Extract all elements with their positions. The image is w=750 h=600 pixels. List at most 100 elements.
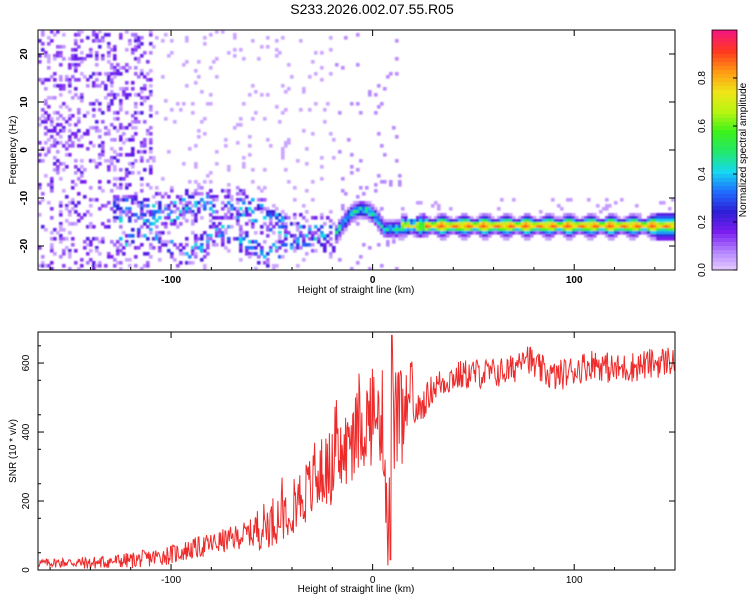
heatmap-cell [347,207,351,211]
heatmap-cell [587,213,591,217]
heatmap-cell [62,237,66,241]
heatmap-cell [503,216,507,220]
heatmap-cell [146,198,150,202]
heatmap-cell [107,159,111,163]
heatmap-cell [50,135,54,139]
heatmap-cell [590,219,594,223]
heatmap-cell [197,207,201,211]
heatmap-cell [215,30,219,34]
heatmap-cell [404,231,408,235]
heatmap-cell [560,207,564,211]
heatmap-cell [284,216,288,220]
heatmap-cell [215,225,219,229]
heatmap-cell [302,90,306,94]
heatmap-cell [599,231,603,235]
heatmap-cell [521,219,525,223]
heatmap-cell [335,234,339,238]
heatmap-cell [338,231,342,235]
heatmap-cell [632,234,636,238]
heatmap-cell [122,141,126,145]
heatmap-cell [167,213,171,217]
heatmap-cell [110,255,114,259]
heatmap-cell [50,30,54,34]
heatmap-cell [386,234,390,238]
heatmap-cell [239,48,243,52]
heatmap-cell [431,228,435,232]
heatmap-cell [293,237,297,241]
heatmap-cell [83,75,87,79]
heatmap-cell [320,213,324,217]
heatmap-cell [53,228,57,232]
heatmap-cell [134,45,138,49]
heatmap-cell [365,210,369,214]
heatmap-cell [380,225,384,229]
heatmap-cell [170,108,174,112]
heatmap-cell [497,207,501,211]
colorbar-segment [712,126,737,131]
heatmap-cell [392,234,396,238]
heatmap-cell [107,165,111,169]
heatmap-cell [524,225,528,229]
heatmap-cell [407,219,411,223]
heatmap-cell [395,267,399,270]
heatmap-cell [263,261,267,265]
heatmap-cell [659,231,663,235]
heatmap-cell [242,189,246,193]
snr-ytick-label: 0 [21,567,32,573]
heatmap-cell [185,252,189,256]
heatmap-cell [149,171,153,175]
heatmap-cell [209,201,213,205]
heatmap-cell [59,63,63,67]
heatmap-cell [107,201,111,205]
heatmap-cell [590,216,594,220]
heatmap-cell [362,207,366,211]
heatmap-cell [503,213,507,217]
heatmap-cell [350,204,354,208]
heatmap-cell [605,207,609,211]
heatmap-cell [320,225,324,229]
heatmap-cell [185,207,189,211]
heatmap-cell [89,48,93,52]
heatmap-cell [632,216,636,220]
heatmap-cell [86,132,90,136]
heatmap-cell [269,228,273,232]
heatmap-cell [74,87,78,91]
heatmap-cell [197,60,201,64]
heatmap-cell [143,120,147,124]
heatmap-cell [50,75,54,79]
heatmap-cell [305,252,309,256]
heatmap-cell [434,225,438,229]
heatmap-cell [143,138,147,142]
heatmap-cell [281,225,285,229]
spectrogram-xtick-label: -100 [161,275,181,286]
heatmap-cell [191,261,195,265]
heatmap-cell [635,216,639,220]
heatmap-cell [560,231,564,235]
heatmap-cell [113,69,117,73]
heatmap-cell [65,141,69,145]
heatmap-cell [119,183,123,187]
heatmap-cell [119,186,123,190]
heatmap-cell [140,213,144,217]
heatmap-cell [614,228,618,232]
heatmap-cell [671,228,675,232]
heatmap-cell [401,237,405,241]
heatmap-cell [116,63,120,67]
heatmap-cell [209,207,213,211]
heatmap-cell [185,261,189,265]
heatmap-cell [629,225,633,229]
heatmap-cell [440,237,444,241]
heatmap-cell [134,117,138,121]
heatmap-cell [77,267,81,270]
heatmap-cell [182,102,186,106]
heatmap-cell [227,216,231,220]
heatmap-cell [209,102,213,106]
heatmap-cell [314,216,318,220]
heatmap-cell [635,222,639,226]
heatmap-cell [125,81,129,85]
heatmap-cell [38,246,42,250]
heatmap-cell [578,231,582,235]
heatmap-cell [143,198,147,202]
heatmap-cell [164,216,168,220]
heatmap-cell [650,234,654,238]
